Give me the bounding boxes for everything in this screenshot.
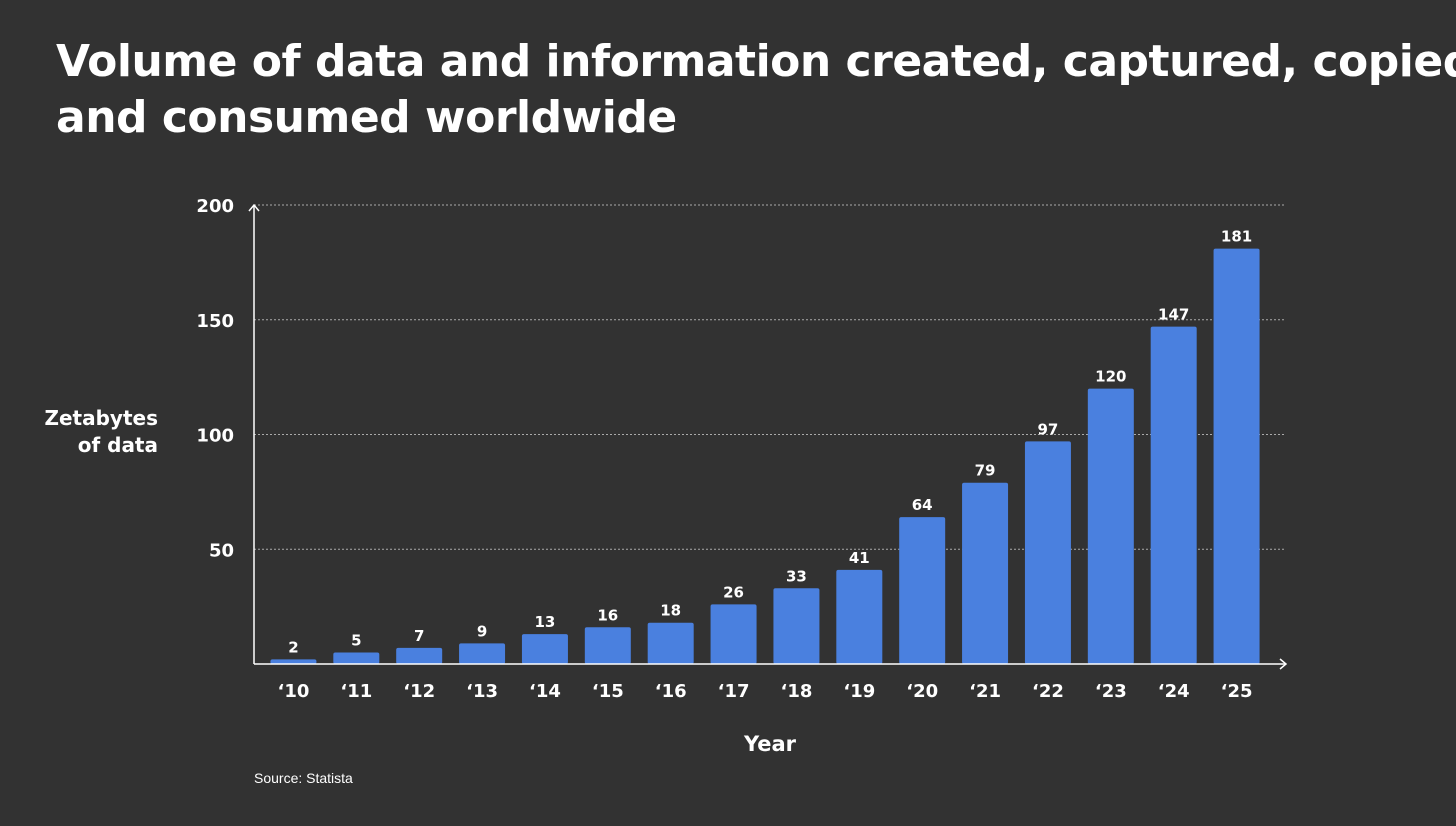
bar-value-label: 9 xyxy=(477,622,487,640)
y-tick-labels: 50 100 150 200 xyxy=(196,196,234,561)
x-tick-label: ‘21 xyxy=(969,681,1001,702)
y-axis-label: Zetabytes of data xyxy=(44,405,158,459)
chart-title: Volume of data and information created, … xyxy=(56,34,1456,146)
bar xyxy=(1024,441,1071,664)
x-tick-label: ‘15 xyxy=(592,681,624,702)
bar-value-label: 181 xyxy=(1221,228,1252,246)
bar xyxy=(270,659,317,664)
x-tick-label: ‘20 xyxy=(906,681,938,702)
x-axis-label: Year xyxy=(743,732,797,756)
bar xyxy=(584,627,631,664)
x-tick-label: ‘10 xyxy=(277,681,309,702)
bar xyxy=(962,482,1009,664)
source-note: Source: Statista xyxy=(254,770,353,786)
y-tick-label: 200 xyxy=(196,196,234,217)
bar-value-label: 2 xyxy=(288,638,298,656)
bar xyxy=(521,634,568,664)
bar-value-label: 16 xyxy=(597,606,618,624)
x-tick-label: ‘18 xyxy=(780,681,812,702)
bar xyxy=(459,643,506,664)
y-axis-label-line-2: of data xyxy=(77,433,158,457)
x-tick-label: ‘24 xyxy=(1158,681,1190,702)
bar-value-label: 13 xyxy=(535,613,556,631)
bar-value-label: 5 xyxy=(351,632,361,650)
bar-value-label: 79 xyxy=(975,462,996,480)
bar-value-label: 97 xyxy=(1038,420,1059,438)
x-tick-label: ‘14 xyxy=(529,681,561,702)
x-tick-label: ‘12 xyxy=(403,681,435,702)
bar-value-label: 7 xyxy=(414,627,424,645)
x-tick-label: ‘17 xyxy=(718,681,750,702)
bar xyxy=(1150,326,1197,664)
axes xyxy=(248,203,1288,670)
x-tick-label: ‘25 xyxy=(1221,681,1253,702)
bar xyxy=(647,622,694,664)
bar-value-label: 41 xyxy=(849,549,870,567)
bar xyxy=(1087,388,1134,664)
bar-value-label: 64 xyxy=(912,496,933,514)
bar-value-label: 26 xyxy=(723,583,744,601)
x-tick-label: ‘13 xyxy=(466,681,498,702)
bar-value-label: 33 xyxy=(786,567,807,585)
y-tick-label: 100 xyxy=(196,426,234,447)
x-tick-label: ‘23 xyxy=(1095,681,1127,702)
bar xyxy=(899,517,946,664)
bar xyxy=(396,647,443,664)
y-axis-arrow xyxy=(248,203,260,212)
chart-title-line-1: Volume of data and information created, … xyxy=(56,36,1456,87)
bar xyxy=(333,652,380,664)
x-tick-label: ‘19 xyxy=(843,681,875,702)
x-axis-arrow xyxy=(1279,658,1288,670)
bar xyxy=(710,604,757,664)
bar-value-label: 18 xyxy=(660,602,681,620)
x-tick-label: ‘16 xyxy=(655,681,687,702)
y-axis-label-line-1: Zetabytes xyxy=(44,406,158,430)
y-tick-label: 150 xyxy=(196,311,234,332)
bar-value-label: 147 xyxy=(1158,306,1189,324)
bar xyxy=(1213,248,1260,665)
x-tick-label: ‘11 xyxy=(340,681,372,702)
chart-title-line-2: and consumed worldwide xyxy=(56,92,677,143)
bar xyxy=(836,569,883,664)
y-tick-label: 50 xyxy=(209,540,234,561)
x-tick-labels: ‘10 ‘11 ‘12 ‘13 ‘14 ‘15 ‘16 ‘17 ‘18 ‘19 ‘20 ‘21 ‘22 ‘… xyxy=(277,681,1252,702)
bars xyxy=(270,248,1260,665)
bar xyxy=(773,588,820,664)
bar-value-label: 120 xyxy=(1095,368,1126,386)
x-tick-label: ‘22 xyxy=(1032,681,1064,702)
